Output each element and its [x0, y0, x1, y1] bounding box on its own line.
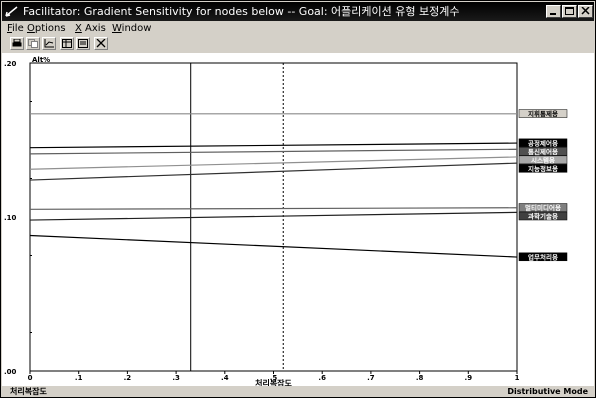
x-tick-label: .8	[416, 374, 424, 382]
chart-area[interactable]: 0 .1 .2 .3 .4 .5 .6 .7 .8 .9 1 .00 .10 .20 Alt% 처리복잡도 지휘…	[2, 53, 594, 386]
title-bar[interactable]: Facilitator: Gradient Sensitivity for no…	[2, 2, 594, 21]
y-tick-label: .20	[4, 60, 17, 68]
close-window-button[interactable]	[578, 5, 593, 18]
series-label-box	[518, 138, 568, 148]
menu-window[interactable]: Window	[112, 23, 152, 34]
status-right: Distributive Mode	[507, 387, 588, 396]
series-label: 지휘통제용	[528, 109, 558, 118]
series-label: 시스템용	[531, 155, 555, 164]
menu-options[interactable]: Options	[27, 23, 66, 34]
series-label-box	[518, 252, 568, 262]
window-title: Facilitator: Gradient Sensitivity for no…	[23, 5, 460, 18]
series-label-box	[518, 109, 568, 118]
y-tick-label: .00	[4, 368, 17, 376]
series-label: 통신제어용	[528, 147, 558, 156]
y-axis-label: Alt%	[32, 56, 50, 64]
copy-button[interactable]	[26, 37, 40, 50]
export-icon	[78, 39, 88, 48]
print-icon	[12, 39, 22, 47]
series-label-box	[518, 203, 568, 212]
x-tick-label: .3	[172, 374, 180, 382]
series-label: 지능정보용	[528, 164, 558, 173]
x-tick-label: 1	[515, 374, 520, 382]
maximize-icon	[565, 7, 574, 15]
menu-bar: File Options X Axis Window	[2, 22, 594, 36]
series-label-box	[518, 164, 568, 173]
chart-icon	[44, 39, 54, 48]
sensitivity-chart[interactable]: 0 .1 .2 .3 .4 .5 .6 .7 .8 .9 1 .00 .10 .20 Alt% 처리복잡도 지휘…	[2, 53, 594, 386]
series-label: 과학기술용	[528, 212, 558, 221]
table-button[interactable]	[60, 37, 74, 50]
maximize-button[interactable]	[562, 5, 577, 18]
x-tick-label: 0	[28, 374, 33, 382]
export-button[interactable]	[76, 37, 90, 50]
x-tick-label: .7	[367, 374, 375, 382]
close-icon	[581, 7, 590, 15]
series-line	[29, 162, 518, 181]
x-axis-label: 처리복잡도	[255, 378, 292, 386]
series-label: 업무처리용	[528, 252, 558, 261]
series-line	[29, 207, 518, 210]
minimize-icon	[550, 13, 556, 15]
y-tick-label: .10	[4, 214, 17, 222]
close-icon	[96, 39, 106, 48]
copy-icon	[28, 39, 38, 48]
x-tick-label: .6	[318, 374, 326, 382]
chart-button[interactable]	[42, 37, 56, 50]
series-label: 공정제어용	[528, 138, 558, 147]
menu-file[interactable]: File	[7, 23, 24, 34]
tool-close-button[interactable]	[94, 37, 108, 50]
plot-frame	[29, 62, 518, 372]
x-tick-label: .1	[75, 374, 83, 382]
x-tick-label: .4	[221, 374, 229, 382]
series-line	[29, 142, 518, 149]
series-label-box	[518, 211, 568, 221]
minimize-button[interactable]	[546, 5, 561, 18]
app-icon	[5, 6, 18, 17]
menu-x-axis[interactable]: X Axis	[75, 23, 106, 34]
series-label: 멀티미디어용	[525, 203, 561, 212]
series-label-box	[518, 155, 568, 165]
series-line	[29, 148, 518, 155]
x-tick-label: .5	[270, 374, 278, 382]
series-label-box	[518, 147, 568, 156]
x-tick-label: .2	[124, 374, 132, 382]
series-line	[29, 211, 518, 221]
table-icon	[62, 39, 72, 48]
toolbar	[2, 36, 594, 52]
print-button[interactable]	[10, 37, 24, 50]
series-line	[29, 234, 518, 258]
status-left: 처리복잡도	[10, 387, 47, 396]
series-line	[29, 156, 518, 170]
x-tick-label: .9	[465, 374, 473, 382]
status-bar: 처리복잡도 Distributive Mode	[2, 387, 594, 397]
